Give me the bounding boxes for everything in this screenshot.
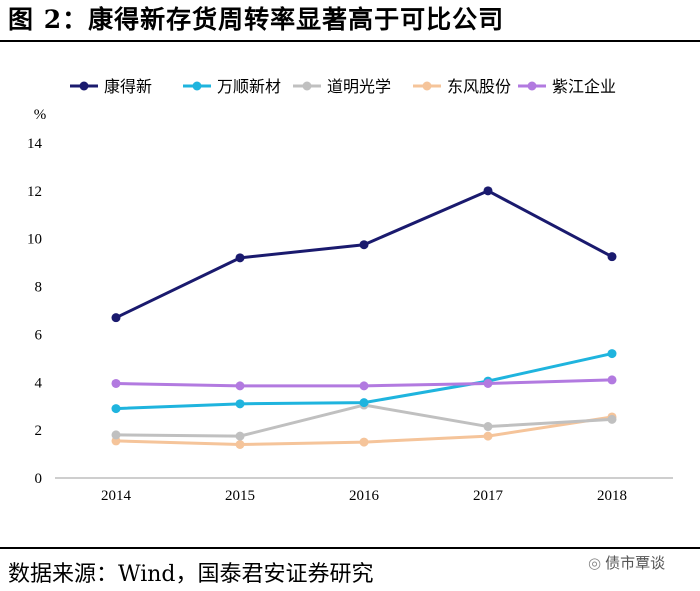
source-note: 数据来源：Wind，国泰君安证券研究 [8, 562, 374, 587]
data-point [235, 381, 245, 391]
data-point [359, 240, 369, 250]
legend-swatch-marker [527, 81, 537, 91]
data-point [359, 437, 369, 447]
legend-swatch-marker [422, 81, 432, 91]
data-point [483, 431, 493, 441]
series-path [115, 189, 613, 320]
data-point [483, 422, 493, 432]
y-tick-label: 4 [35, 375, 43, 391]
y-tick-label: 14 [27, 136, 43, 152]
y-axis-ticks: 0 2 4 6 8 10 12 14 [27, 136, 43, 487]
y-tick-label: 2 [35, 423, 43, 439]
x-tick-label: 2017 [473, 488, 504, 504]
y-tick-label: 0 [35, 471, 43, 487]
bottom-rule [0, 547, 700, 549]
data-point [359, 398, 369, 408]
legend-label: 紫江企业 [552, 77, 616, 96]
data-point [607, 375, 617, 385]
legend-swatch-marker [79, 81, 89, 91]
data-point [235, 440, 245, 449]
y-tick-label: 12 [27, 184, 42, 200]
legend-swatch-marker [192, 81, 202, 91]
data-point [483, 186, 493, 196]
series-line-4 [111, 412, 617, 449]
series-line-1 [111, 186, 617, 323]
y-tick-label: 8 [35, 280, 43, 296]
data-point [607, 349, 617, 359]
top-rule [0, 40, 700, 42]
data-point [235, 253, 245, 263]
data-point [359, 381, 369, 391]
y-axis-label: % [34, 107, 47, 123]
data-point [607, 414, 617, 424]
data-point [111, 378, 121, 388]
legend-item: 道明光学 [293, 77, 391, 96]
data-point [235, 399, 245, 409]
wechat-icon: ◎ [588, 554, 602, 572]
figure-title: 图 2：康得新存货周转率显著高于可比公司 [8, 5, 505, 34]
data-point [111, 404, 121, 414]
legend-item: 康得新 [70, 77, 152, 96]
y-tick-label: 10 [27, 232, 42, 248]
watermark: ◎ 债市覃谈 [588, 552, 665, 573]
x-tick-label: 2015 [225, 488, 255, 504]
data-point [483, 378, 493, 388]
x-tick-label: 2018 [597, 488, 627, 504]
legend-swatch-marker [302, 81, 312, 91]
x-tick-label: 2014 [101, 488, 132, 504]
y-tick-label: 6 [35, 327, 43, 343]
legend-label: 万顺新材 [217, 77, 281, 96]
data-point [111, 313, 121, 323]
legend-item: 万顺新材 [183, 77, 281, 96]
data-point [235, 431, 245, 441]
legend: 康得新 万顺新材 道明光学 东风股份 紫江企业 [70, 77, 616, 96]
legend-item: 东风股份 [413, 77, 511, 96]
data-point [607, 252, 617, 262]
data-point [111, 430, 121, 440]
series-path [115, 403, 613, 438]
x-axis-ticks: 2014 2015 2016 2017 2018 [101, 488, 627, 504]
x-tick-label: 2016 [349, 488, 380, 504]
watermark-text: 债市覃谈 [605, 554, 666, 572]
legend-label: 康得新 [104, 77, 152, 96]
legend-item: 紫江企业 [518, 77, 616, 96]
legend-label: 道明光学 [327, 77, 391, 96]
series-line-5 [111, 375, 617, 391]
legend-label: 东风股份 [447, 77, 511, 96]
series-group [111, 186, 617, 449]
